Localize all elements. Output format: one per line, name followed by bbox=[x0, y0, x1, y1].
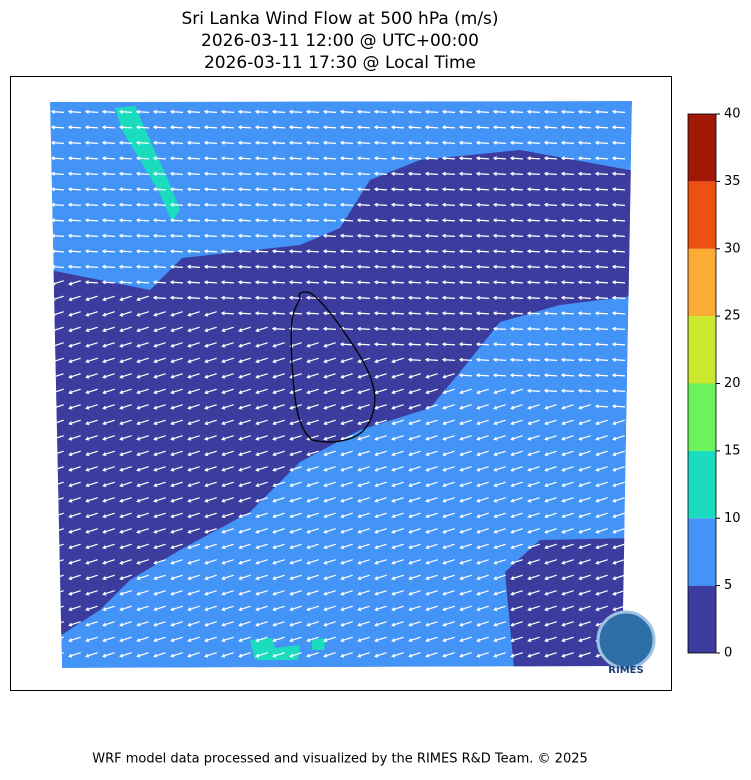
footer: WRF model data processed and visualized … bbox=[92, 752, 588, 767]
coastline bbox=[290, 291, 376, 443]
wind-band-teal bbox=[312, 638, 326, 650]
colorbar-segment bbox=[688, 248, 716, 317]
colorbar-segment bbox=[688, 316, 716, 384]
colorbar-tick-label: 30 bbox=[724, 241, 741, 256]
title-line: 2026-03-11 12:00 @ UTC+00:00 bbox=[201, 31, 479, 51]
colorbar-tick-label: 0 bbox=[724, 646, 732, 661]
colorbar-tick-label: 10 bbox=[724, 511, 741, 526]
colorbar-tick-label: 40 bbox=[724, 107, 741, 122]
logo-text: RIMES bbox=[608, 665, 643, 676]
colorbar-segment bbox=[688, 585, 716, 653]
title-line: 2026-03-11 17:30 @ Local Time bbox=[204, 53, 476, 73]
colorbar-tick-label: 25 bbox=[724, 309, 741, 324]
title-line: Sri Lanka Wind Flow at 500 hPa (m/s) bbox=[181, 9, 498, 29]
map bbox=[50, 101, 632, 668]
colorbar-segment bbox=[688, 114, 716, 182]
logo-badge bbox=[596, 610, 656, 670]
colorbar-tick-label: 5 bbox=[724, 578, 732, 593]
colorbar-segment bbox=[688, 450, 716, 519]
colorbar-segment bbox=[688, 518, 716, 586]
colorbar-segment bbox=[688, 383, 716, 451]
logo: RIMES bbox=[596, 610, 656, 676]
colorbar: 0 5 10 15 20 25 30 35 40 bbox=[687, 107, 741, 661]
wind-band-teal bbox=[115, 106, 180, 222]
colorbar-tick-label: 20 bbox=[724, 376, 741, 391]
colorbar-tick-label: 15 bbox=[724, 443, 741, 458]
colorbar-tick-label: 35 bbox=[724, 174, 741, 189]
colorbar-segment bbox=[688, 181, 716, 249]
map-frame bbox=[10, 76, 672, 691]
